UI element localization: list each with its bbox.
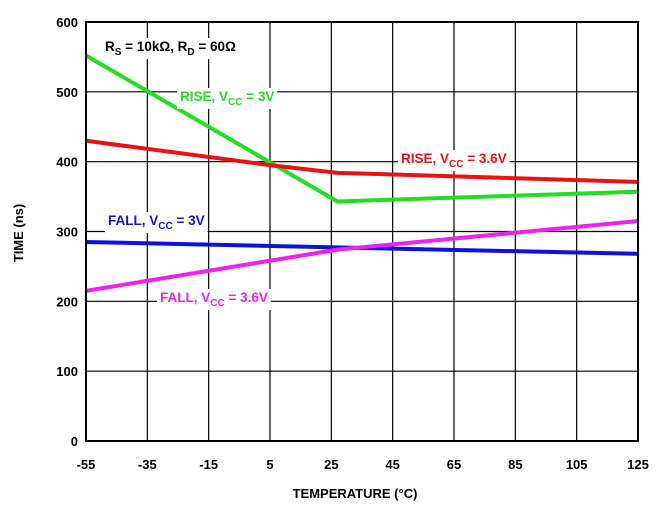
y-tick-label: 600 — [56, 15, 78, 30]
series-label: FALL, VCC = 3V — [108, 213, 205, 232]
y-tick-label: 500 — [56, 85, 78, 100]
x-tick-label: 105 — [566, 457, 588, 472]
series-lines — [84, 53, 639, 293]
x-tick-label: 65 — [447, 457, 461, 472]
x-tick-label: 125 — [627, 457, 649, 472]
plot-frame — [85, 21, 639, 442]
x-axis-title: TEMPERATURE (°C) — [293, 486, 418, 501]
x-tick-label: 45 — [385, 457, 399, 472]
series-line — [85, 219, 639, 293]
series-label-bg — [105, 212, 208, 233]
series-label-bg — [398, 150, 510, 171]
x-tick-label: 85 — [508, 457, 522, 472]
x-tick-label: -35 — [138, 457, 157, 472]
series-label: FALL, VCC = 3.6V — [160, 290, 268, 309]
y-tick-label: 300 — [56, 225, 78, 240]
x-tick-label: -15 — [199, 457, 218, 472]
condition-label-bg — [102, 38, 240, 59]
y-tick-label: 200 — [56, 294, 78, 309]
series-line — [85, 138, 639, 184]
series-label-bg — [177, 88, 278, 109]
y-tick-label: 100 — [56, 364, 78, 379]
x-tick-label: -55 — [77, 457, 96, 472]
x-tick-label: 25 — [324, 457, 338, 472]
series-label: RISE, VCC = 3.6V — [401, 151, 507, 170]
y-tick-label: 400 — [56, 155, 78, 170]
y-tick-labels: 0 100 200 300 400 500 600 — [56, 15, 78, 449]
condition-label: RS = 10kΩ, RD = 60Ω — [105, 39, 236, 58]
series-line — [84, 53, 639, 204]
series-labels: RISE, VCC = 3V RISE, VCC = 3.6V FALL, VCC … — [105, 88, 510, 310]
x-tick-labels: -55 -35 -15 5 25 45 65 85 105 125 — [77, 457, 649, 472]
y-axis-title: TIME (ns) — [11, 204, 26, 263]
y-tick-label: 0 — [71, 434, 78, 449]
series-label: RISE, VCC = 3V — [180, 89, 274, 108]
x-tick-label: 5 — [266, 457, 273, 472]
series-label-bg — [157, 289, 271, 310]
